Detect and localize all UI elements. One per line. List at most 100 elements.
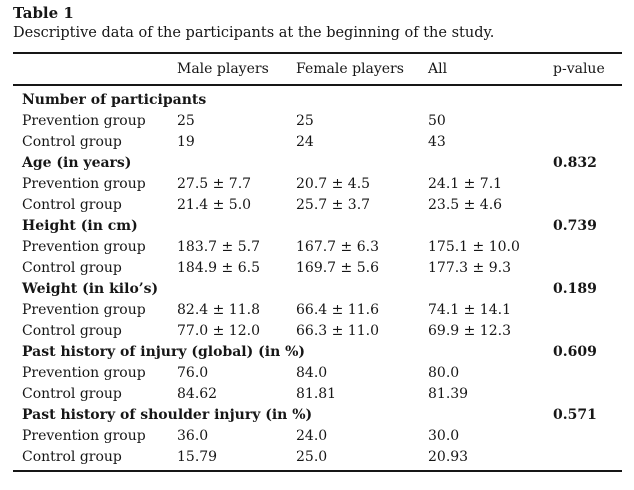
cell-p-value-empty <box>553 111 622 132</box>
row-label: Prevention group <box>22 365 146 381</box>
row-label: Control group <box>22 323 122 339</box>
row-label: Control group <box>22 449 122 465</box>
cell-female: 167.7 ± 6.3 <box>296 239 379 255</box>
section-label: Past history of injury (global) (in %) <box>22 344 306 360</box>
cell-p-value-empty <box>553 237 622 258</box>
cell-p-value-empty <box>553 426 622 447</box>
cell-all: 24.1 ± 7.1 <box>428 176 503 192</box>
cell-female: 66.4 ± 11.6 <box>296 302 379 318</box>
cell-female: 24 <box>296 134 314 150</box>
cell-all: 74.1 ± 14.1 <box>428 302 511 318</box>
table-row: Prevention group 76.0 84.0 80.0 <box>13 363 622 384</box>
cell-female: 20.7 ± 4.5 <box>296 176 371 192</box>
cell-all: 50 <box>428 113 446 129</box>
table-row: Prevention group 25 25 50 <box>13 111 622 132</box>
cell-all: 43 <box>428 134 446 150</box>
participants-table: Male players Female players All p-value … <box>13 52 622 472</box>
table-row: Prevention group 36.0 24.0 30.0 <box>13 426 622 447</box>
table-container: Table 1 Descriptive data of the particip… <box>13 0 622 472</box>
cell-p-value: 0.609 <box>553 344 597 360</box>
row-label: Prevention group <box>22 176 146 192</box>
section-row: Height (in cm) 0.739 <box>13 216 622 237</box>
header-row: Male players Female players All p-value <box>13 53 622 86</box>
cell-female: 81.81 <box>296 386 337 402</box>
section-label: Height (in cm) <box>22 218 138 234</box>
cell-male: 25 <box>177 113 195 129</box>
cell-p-value-empty <box>553 195 622 216</box>
section-row: Weight (in kilo’s) 0.189 <box>13 279 622 300</box>
cell-all: 175.1 ± 10.0 <box>428 239 520 255</box>
cell-male: 15.79 <box>177 449 218 465</box>
cell-female: 25.7 ± 3.7 <box>296 197 371 213</box>
cell-p-value <box>553 85 622 111</box>
cell-p-value-empty <box>553 258 622 279</box>
section-label: Number of participants <box>22 92 207 108</box>
table-row: Prevention group 183.7 ± 5.7 167.7 ± 6.3… <box>13 237 622 258</box>
cell-male: 19 <box>177 134 195 150</box>
section-row: Age (in years) 0.832 <box>13 153 622 174</box>
section-label: Weight (in kilo’s) <box>22 281 159 297</box>
cell-p-value: 0.832 <box>553 155 597 171</box>
table-row: Control group 15.79 25.0 20.93 <box>13 447 622 471</box>
cell-male: 77.0 ± 12.0 <box>177 323 260 339</box>
cell-p-value-empty <box>553 132 622 153</box>
row-label: Control group <box>22 197 122 213</box>
cell-male: 76.0 <box>177 365 209 381</box>
row-label: Prevention group <box>22 428 146 444</box>
section-row: Number of participants <box>13 85 622 111</box>
section-label: Past history of shoulder injury (in %) <box>22 407 313 423</box>
row-label: Prevention group <box>22 113 146 129</box>
row-label: Prevention group <box>22 302 146 318</box>
table-row: Prevention group 82.4 ± 11.8 66.4 ± 11.6… <box>13 300 622 321</box>
cell-p-value: 0.739 <box>553 218 597 234</box>
cell-female: 25.0 <box>296 449 328 465</box>
table-row: Prevention group 27.5 ± 7.7 20.7 ± 4.5 2… <box>13 174 622 195</box>
cell-male: 184.9 ± 6.5 <box>177 260 260 276</box>
section-label: Age (in years) <box>22 155 132 171</box>
col-header-all: All <box>428 53 553 86</box>
table-row: Control group 21.4 ± 5.0 25.7 ± 3.7 23.5… <box>13 195 622 216</box>
cell-male: 36.0 <box>177 428 209 444</box>
cell-p-value-empty <box>553 384 622 405</box>
section-row: Past history of shoulder injury (in %) 0… <box>13 405 622 426</box>
cell-p-value-empty <box>553 363 622 384</box>
row-label: Control group <box>22 260 122 276</box>
table-row: Control group 19 24 43 <box>13 132 622 153</box>
cell-female: 25 <box>296 113 314 129</box>
row-label: Control group <box>22 386 122 402</box>
col-header-male-players: Male players <box>177 53 296 86</box>
cell-male: 183.7 ± 5.7 <box>177 239 260 255</box>
col-header-female-players: Female players <box>296 53 428 86</box>
cell-male: 21.4 ± 5.0 <box>177 197 252 213</box>
cell-all: 69.9 ± 12.3 <box>428 323 511 339</box>
cell-female: 84.0 <box>296 365 328 381</box>
cell-female: 66.3 ± 11.0 <box>296 323 379 339</box>
cell-all: 177.3 ± 9.3 <box>428 260 511 276</box>
table-title: Table 1 <box>13 4 74 22</box>
cell-p-value-empty <box>553 447 622 471</box>
section-row: Past history of injury (global) (in %) 0… <box>13 342 622 363</box>
cell-all: 80.0 <box>428 365 460 381</box>
cell-male: 27.5 ± 7.7 <box>177 176 252 192</box>
cell-all: 81.39 <box>428 386 469 402</box>
table-caption: Descriptive data of the participants at … <box>13 25 495 41</box>
cell-p-value-empty <box>553 300 622 321</box>
col-header-p-value: p-value <box>553 53 622 86</box>
cell-male: 82.4 ± 11.8 <box>177 302 260 318</box>
cell-all: 30.0 <box>428 428 460 444</box>
cell-p-value: 0.571 <box>553 407 597 423</box>
cell-female: 24.0 <box>296 428 328 444</box>
cell-male: 84.62 <box>177 386 218 402</box>
row-label: Control group <box>22 134 122 150</box>
row-label: Prevention group <box>22 239 146 255</box>
cell-all: 20.93 <box>428 449 469 465</box>
table-row: Control group 184.9 ± 6.5 169.7 ± 5.6 17… <box>13 258 622 279</box>
cell-all: 23.5 ± 4.6 <box>428 197 503 213</box>
table-row: Control group 77.0 ± 12.0 66.3 ± 11.0 69… <box>13 321 622 342</box>
cell-p-value-empty <box>553 174 622 195</box>
table-row: Control group 84.62 81.81 81.39 <box>13 384 622 405</box>
col-header-empty <box>13 53 177 86</box>
cell-female: 169.7 ± 5.6 <box>296 260 379 276</box>
cell-p-value: 0.189 <box>553 281 597 297</box>
